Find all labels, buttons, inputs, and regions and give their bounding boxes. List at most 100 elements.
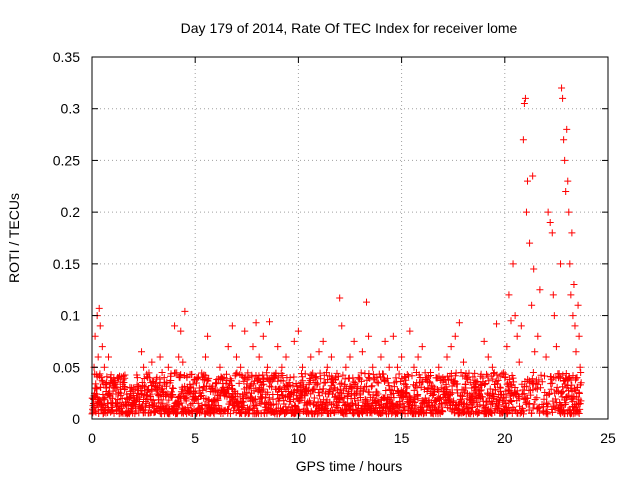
- data-point: [211, 396, 219, 404]
- data-point: [567, 384, 575, 392]
- data-point: [402, 374, 410, 382]
- data-point: [248, 373, 256, 381]
- data-point: [528, 409, 536, 417]
- data-point: [484, 353, 492, 361]
- data-point: [336, 294, 344, 302]
- data-point: [330, 409, 338, 417]
- data-point: [241, 327, 249, 335]
- data-point: [350, 381, 358, 389]
- data-point: [292, 379, 300, 387]
- data-point: [338, 379, 346, 387]
- data-point: [529, 172, 537, 180]
- data-point: [544, 410, 552, 418]
- x-tick-label: 5: [191, 430, 199, 446]
- data-point: [251, 401, 259, 409]
- data-point: [545, 390, 553, 398]
- data-point: [369, 363, 377, 371]
- data-point: [531, 348, 539, 356]
- data-point: [294, 327, 302, 335]
- x-axis-label: GPS time / hours: [296, 458, 403, 474]
- data-point: [483, 370, 491, 378]
- y-tick-label: 0.05: [53, 359, 80, 375]
- data-point: [533, 394, 541, 402]
- data-point: [138, 348, 146, 356]
- y-axis-label: ROTI / TECUs: [6, 193, 22, 283]
- data-point: [193, 375, 201, 383]
- data-point: [524, 400, 532, 408]
- data-point: [379, 409, 387, 417]
- x-tick-label: 15: [394, 430, 410, 446]
- data-point: [365, 388, 373, 396]
- data-point: [274, 343, 282, 351]
- data-point: [374, 397, 382, 405]
- data-point: [113, 399, 121, 407]
- x-tick-label: 0: [88, 430, 96, 446]
- data-point: [468, 384, 476, 392]
- data-point: [237, 363, 245, 371]
- data-point: [291, 401, 299, 409]
- data-point: [569, 312, 577, 320]
- data-point: [140, 406, 148, 414]
- data-point: [258, 387, 266, 395]
- data-point: [365, 332, 373, 340]
- x-tick-label: 25: [600, 430, 616, 446]
- data-point: [216, 363, 224, 371]
- data-point: [441, 392, 449, 400]
- data-point: [400, 380, 408, 388]
- data-point: [159, 385, 167, 393]
- data-point: [418, 343, 426, 351]
- data-point: [279, 377, 287, 385]
- data-point: [156, 353, 164, 361]
- data-point: [314, 389, 322, 397]
- data-point: [92, 384, 100, 392]
- data-point: [505, 386, 513, 394]
- data-point: [323, 363, 331, 371]
- data-point: [565, 391, 573, 399]
- data-point: [471, 369, 479, 377]
- data-point: [244, 369, 252, 377]
- data-point: [480, 337, 488, 345]
- data-point: [243, 375, 251, 383]
- data-point: [144, 374, 152, 382]
- data-point: [560, 136, 568, 144]
- data-point: [253, 402, 261, 410]
- data-point: [350, 337, 358, 345]
- data-point: [423, 388, 431, 396]
- data-point: [109, 394, 117, 402]
- data-point: [507, 397, 515, 405]
- data-point: [327, 353, 335, 361]
- y-tick-label: 0.15: [53, 256, 80, 272]
- data-point: [506, 375, 514, 383]
- data-point: [526, 239, 534, 247]
- data-point: [385, 363, 393, 371]
- data-point: [195, 384, 203, 392]
- data-point: [148, 358, 156, 366]
- data-point: [349, 399, 357, 407]
- data-point: [290, 395, 298, 403]
- data-point: [553, 383, 561, 391]
- data-point: [434, 386, 442, 394]
- data-point: [557, 260, 565, 268]
- data-point: [109, 406, 117, 414]
- data-point: [303, 384, 311, 392]
- data-point: [523, 394, 531, 402]
- data-point: [490, 392, 498, 400]
- data-point: [145, 369, 153, 377]
- data-point: [117, 389, 125, 397]
- data-point: [439, 408, 447, 416]
- data-point: [508, 382, 516, 390]
- data-point: [225, 389, 233, 397]
- data-point: [106, 383, 114, 391]
- y-tick-label: 0.35: [53, 49, 80, 65]
- data-point: [326, 385, 334, 393]
- data-point: [259, 332, 267, 340]
- data-point: [568, 229, 576, 237]
- data-point: [181, 307, 189, 315]
- data-point: [572, 374, 580, 382]
- data-point: [96, 322, 104, 330]
- data-point: [163, 401, 171, 409]
- data-point: [316, 392, 324, 400]
- data-point: [548, 229, 556, 237]
- data-point: [363, 298, 371, 306]
- x-tick-label: 10: [291, 430, 307, 446]
